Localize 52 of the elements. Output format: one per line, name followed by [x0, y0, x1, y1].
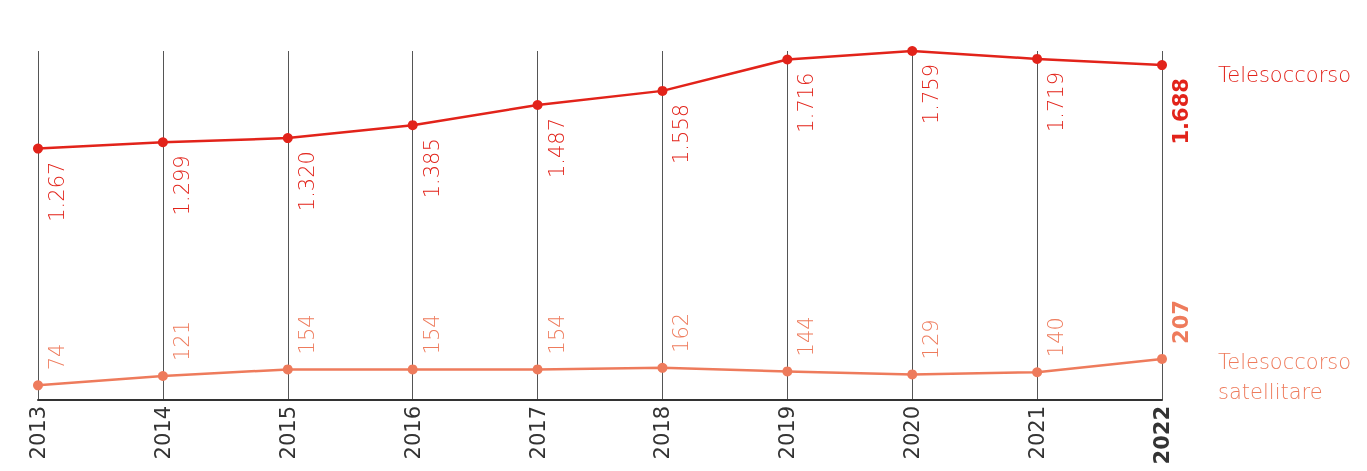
data-label: 1.320	[294, 151, 319, 212]
data-label: 1.487	[544, 117, 569, 179]
point	[33, 380, 43, 391]
data-label: 1.267	[45, 161, 69, 222]
point	[407, 364, 418, 375]
point	[282, 364, 293, 375]
point	[657, 362, 668, 373]
data-label: 144	[794, 316, 819, 357]
point	[157, 137, 168, 148]
data-label: 1.385	[419, 138, 444, 199]
point	[407, 120, 418, 131]
data-label: 129	[919, 319, 944, 360]
data-label: 154	[294, 314, 319, 355]
point	[907, 46, 918, 56]
text: Telesoccorso satellitare	[1218, 349, 1358, 404]
data-label: 1.688	[1169, 78, 1193, 145]
point	[907, 369, 918, 380]
data-label: 162	[669, 312, 694, 353]
x-tick-label: 2014	[150, 406, 175, 460]
x-tick-label: 2016	[400, 406, 425, 460]
point	[532, 364, 543, 375]
data-label: 1.299	[169, 155, 194, 216]
data-label: 154	[544, 314, 569, 355]
data-label: 207	[1169, 300, 1193, 344]
x-tick-label: 2015	[275, 406, 300, 460]
point	[532, 99, 543, 110]
data-label: 140	[1044, 317, 1069, 358]
point	[282, 133, 293, 144]
x-tick-label: 2020	[900, 406, 925, 460]
point	[1032, 53, 1043, 64]
x-tick-label: 2013	[26, 406, 50, 460]
point	[1157, 353, 1167, 364]
data-label: 1.719	[1044, 71, 1069, 133]
x-tick-label: 2017	[525, 406, 550, 460]
point	[1157, 60, 1167, 71]
text: Telesoccorso	[1218, 63, 1352, 88]
point	[1032, 367, 1043, 378]
point	[33, 143, 43, 154]
data-label: 154	[419, 314, 444, 355]
data-label: 121	[169, 320, 194, 361]
x-tick-label: 2018	[650, 406, 675, 460]
point	[657, 85, 668, 96]
x-tick-label: 2019	[775, 406, 800, 460]
x-tick-label: 2022	[1150, 406, 1174, 465]
data-label: 1.716	[794, 72, 819, 133]
x-tick-label: 2021	[1025, 406, 1050, 460]
point	[782, 366, 793, 377]
data-label: 1.558	[669, 103, 694, 165]
point	[782, 54, 793, 65]
data-label: 1.759	[919, 64, 944, 125]
data-label: 74	[45, 343, 69, 371]
point	[157, 370, 168, 381]
